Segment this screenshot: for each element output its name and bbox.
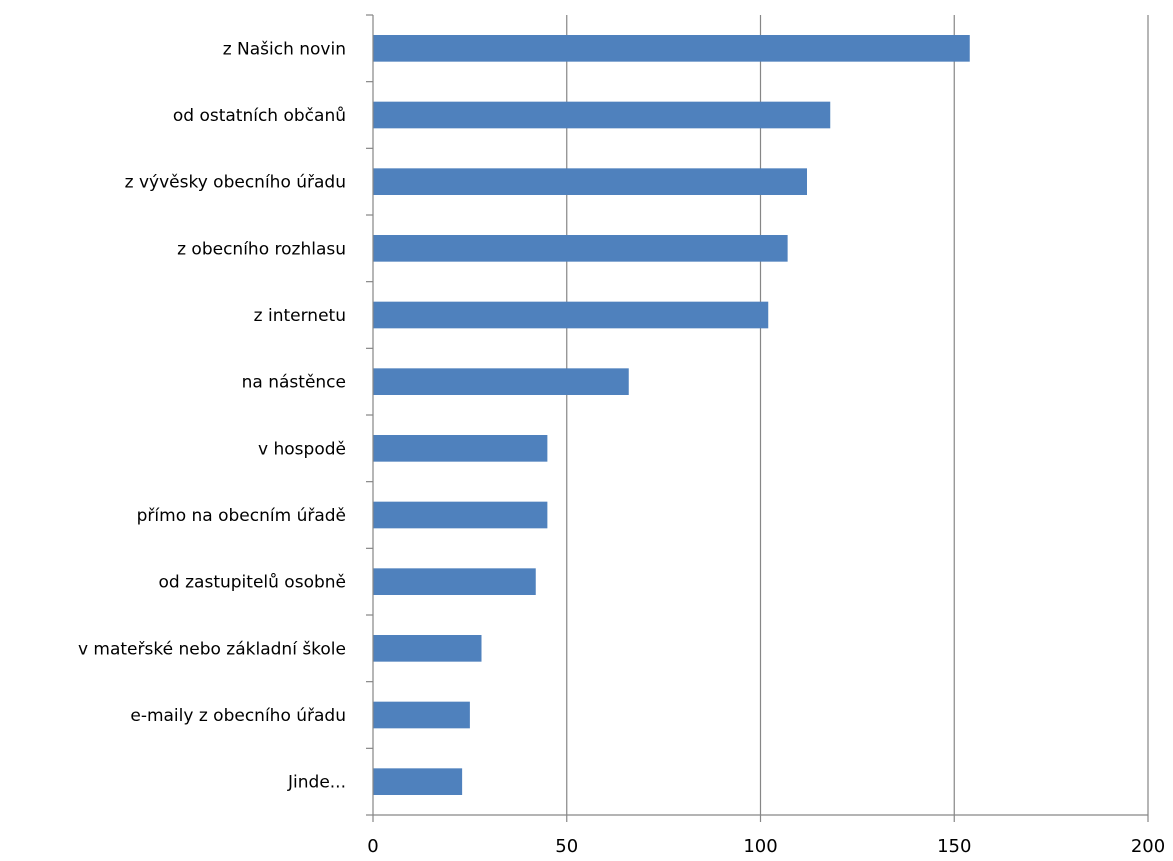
x-tick-label-200: 200 xyxy=(1131,836,1165,857)
bar-6 xyxy=(373,368,629,395)
category-label-9: od zastupitelů osobně xyxy=(159,573,346,593)
bar-4 xyxy=(373,235,788,262)
x-tick-label-50: 50 xyxy=(555,836,578,857)
bar-1 xyxy=(373,35,970,62)
category-label-11: e-maily z obecního úřadu xyxy=(130,706,346,726)
x-tick-labels: 0 50 100 150 200 xyxy=(367,836,1165,857)
category-label-5: z internetu xyxy=(254,306,346,326)
bar-8 xyxy=(373,501,548,529)
axes xyxy=(366,14,1149,822)
category-label-6: na nástěnce xyxy=(242,373,346,393)
bar-11 xyxy=(373,701,470,729)
x-tick-label-150: 150 xyxy=(937,836,971,857)
category-label-12: Jinde... xyxy=(287,773,346,793)
category-label-10: v mateřské nebo základní škole xyxy=(78,639,346,659)
category-label-7: v hospodě xyxy=(258,439,346,459)
x-tick-label-100: 100 xyxy=(743,836,777,857)
x-tick-label-0: 0 xyxy=(367,836,378,857)
bar-2 xyxy=(373,101,831,129)
bar-3 xyxy=(373,168,807,195)
category-label-3: z vývěsky obecního úřadu xyxy=(125,173,346,193)
category-label-1: z Našich novin xyxy=(223,39,346,59)
bar-12 xyxy=(373,768,463,795)
category-label-2: od ostatních občanů xyxy=(173,106,346,126)
bar-7 xyxy=(373,435,548,462)
category-labels: z Našich novin od ostatních občanů z vývěs… xyxy=(78,39,346,792)
category-label-8: přímo na obecním úřadě xyxy=(137,506,346,526)
bar-9 xyxy=(373,568,536,595)
bar-5 xyxy=(373,301,769,329)
bar-10 xyxy=(373,635,482,662)
category-label-4: z obecního rozhlasu xyxy=(177,239,346,259)
grid-lines xyxy=(566,15,1149,815)
bars xyxy=(373,35,970,795)
